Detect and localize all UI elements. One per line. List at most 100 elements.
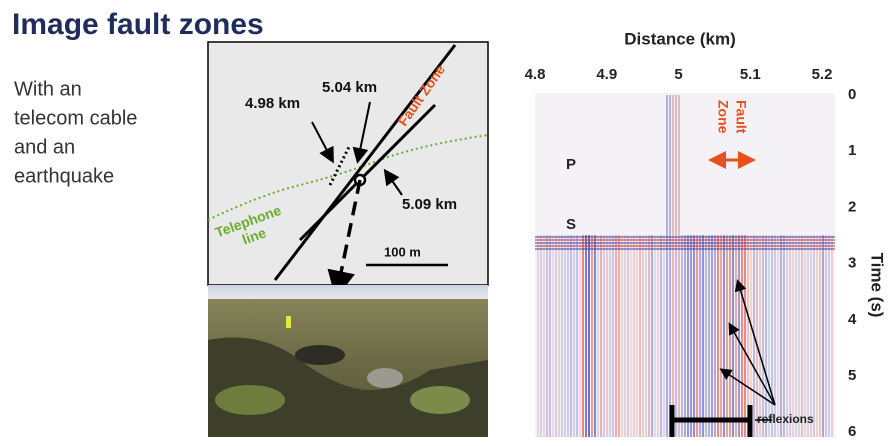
trace	[795, 235, 797, 437]
trace	[684, 235, 686, 437]
trace	[606, 235, 608, 437]
trace	[573, 235, 575, 437]
trace	[780, 235, 782, 437]
trace	[726, 235, 728, 437]
trace	[759, 235, 761, 437]
trace	[804, 235, 806, 437]
x-tick-label: 5.2	[812, 66, 833, 83]
body-line: With an	[14, 78, 82, 100]
fault-zone-label: Zone	[715, 100, 731, 134]
trace	[558, 235, 560, 437]
y-tick-label: 5	[848, 367, 856, 384]
y-tick-label: 1	[848, 142, 856, 159]
trace	[591, 235, 593, 437]
trace	[615, 235, 617, 437]
trace	[555, 235, 557, 437]
trace	[717, 235, 719, 437]
trace	[792, 235, 794, 437]
y-tick-label: 0	[848, 86, 856, 103]
trace	[576, 235, 578, 437]
trace	[621, 235, 623, 437]
trace	[672, 95, 674, 437]
x-tick-label: 5	[674, 66, 682, 83]
trace	[807, 235, 809, 437]
trace	[693, 235, 695, 437]
trace	[798, 235, 800, 437]
trace	[783, 235, 785, 437]
trace	[579, 235, 581, 437]
trace	[603, 235, 605, 437]
trace	[657, 235, 659, 437]
trace	[582, 235, 584, 437]
telephone-label: line	[240, 224, 268, 247]
wave-label: P	[566, 156, 576, 173]
trace	[535, 245, 835, 247]
trace	[651, 235, 653, 437]
trace	[549, 235, 551, 437]
trace	[747, 235, 749, 437]
trace	[624, 235, 626, 437]
wave-label: S	[566, 216, 576, 233]
trace	[552, 235, 554, 437]
trace	[609, 235, 611, 437]
trace	[828, 235, 830, 437]
trace	[535, 242, 835, 244]
trace	[786, 235, 788, 437]
trace	[810, 235, 812, 437]
trace	[546, 235, 548, 437]
trace	[669, 95, 671, 437]
y-tick-label: 6	[848, 423, 856, 440]
trace	[708, 235, 710, 437]
trace	[535, 248, 835, 250]
trace	[627, 235, 629, 437]
seismic-section	[535, 93, 835, 437]
reflexions-label: reflexions	[757, 412, 814, 426]
trace	[690, 235, 692, 437]
trace	[732, 235, 734, 437]
trace	[535, 239, 835, 241]
trace	[681, 235, 683, 437]
trace	[831, 235, 833, 437]
trace	[789, 235, 791, 437]
x-tick-label: 4.9	[596, 66, 617, 83]
trace	[639, 235, 641, 437]
trace	[675, 95, 677, 437]
trace	[564, 235, 566, 437]
trace	[699, 235, 701, 437]
trace	[600, 235, 602, 437]
x-tick-label: 5.1	[740, 66, 761, 83]
trace	[696, 235, 698, 437]
trace	[535, 236, 835, 238]
trace	[813, 235, 815, 437]
trace	[630, 235, 632, 437]
trace	[567, 235, 569, 437]
body-line: earthquake	[14, 165, 114, 187]
trace	[711, 235, 713, 437]
trace	[771, 235, 773, 437]
trace	[816, 235, 818, 437]
trace	[618, 235, 620, 437]
y-tick-label: 3	[848, 255, 856, 272]
map-label: 5.09 km	[402, 196, 457, 213]
trace	[594, 235, 596, 437]
trace	[741, 235, 743, 437]
axis-ticks: 4.8 4.9 5 5.1 5.2 0 1 2 3 4 5 6	[525, 66, 857, 440]
trace	[654, 235, 656, 437]
trace	[687, 235, 689, 437]
trace	[720, 235, 722, 437]
trace	[561, 235, 563, 437]
trace	[636, 235, 638, 437]
fault-zone-label: Fault	[733, 100, 749, 134]
trace	[756, 235, 758, 437]
trace	[645, 235, 647, 437]
trace	[537, 235, 539, 437]
trace	[750, 235, 752, 437]
trace	[744, 235, 746, 437]
trace	[585, 235, 587, 437]
trace	[801, 235, 803, 437]
body-line: telecom cable	[14, 107, 137, 129]
trace	[822, 235, 824, 437]
y-tick-label: 2	[848, 198, 856, 215]
